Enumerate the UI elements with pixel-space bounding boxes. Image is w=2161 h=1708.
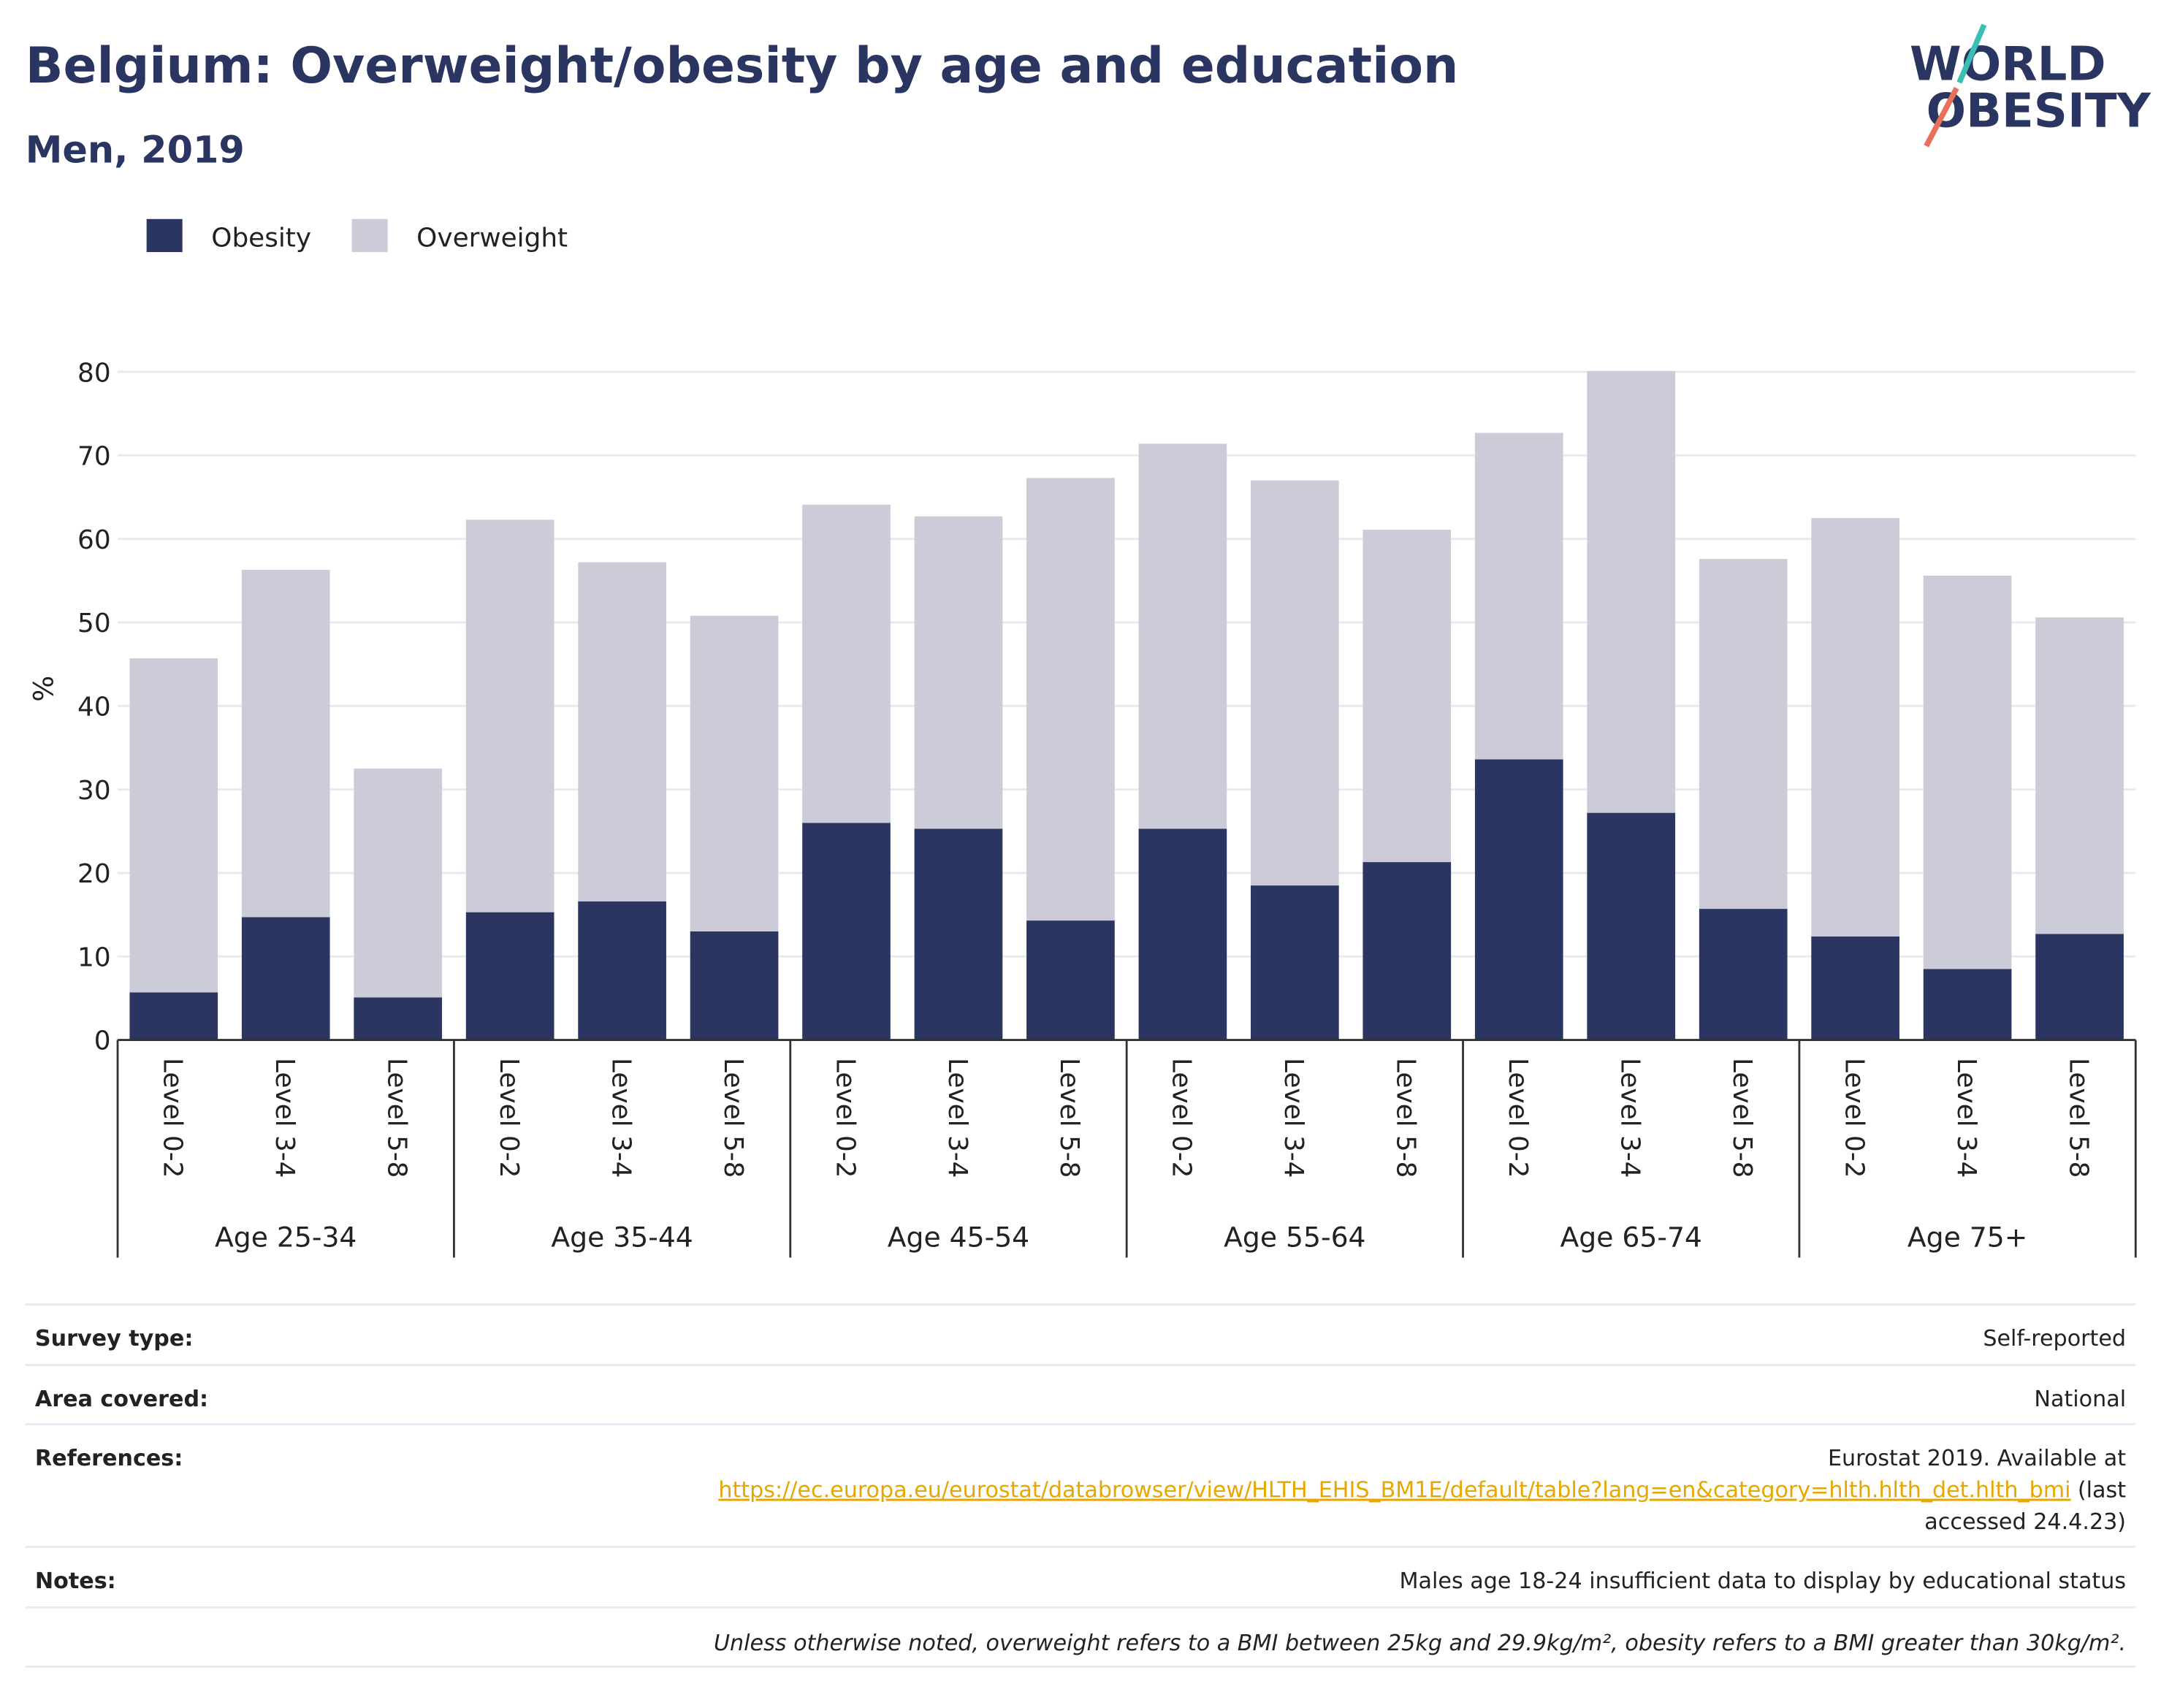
row-value: Self-reported [1983,1326,2126,1351]
bar-segment [1026,920,1115,1040]
bar-segment [690,615,779,931]
bar-segment [1811,518,1899,937]
group-label: Age 25-34 [215,1221,357,1253]
x-tick-label: Level 5-8 [2063,1058,2093,1178]
bar-segment [802,823,891,1040]
x-tick-label: Level 5-8 [1391,1058,1421,1178]
row-value: accessed 24.4.23) [1924,1509,2126,1535]
x-tick-label: Level 3-4 [1615,1058,1645,1178]
legend-swatch [351,218,388,253]
x-tick-label: Level 3-4 [1278,1058,1308,1178]
logo-stroke [1956,23,1987,84]
bar-segment [1474,432,1563,760]
legend-swatch [146,218,183,253]
legend-label: Obesity [211,224,311,253]
logo-text: WORLD [1910,37,2106,91]
x-tick-label: Level 5-8 [718,1058,748,1178]
bar-segment [1699,559,1788,910]
chart-subtitle: Men, 2019 [26,129,245,172]
bar-segment [1587,812,1676,1040]
x-tick-label: Level 5-8 [381,1058,411,1178]
logo: WORLD OBESITY [1910,23,2152,148]
bar-segment [2035,617,2124,934]
bar-segment [914,516,1003,829]
bar-segment [1362,862,1452,1040]
bar-segment [1923,575,2012,969]
row-label: Survey type: [35,1326,193,1351]
y-tick-label: 40 [77,693,111,723]
group-label: Age 65-74 [1560,1221,1702,1253]
bar-segment [354,997,443,1040]
x-tick-label: Level 0-2 [1503,1058,1533,1178]
bar-segment [1923,969,2012,1040]
bar-segment [1138,443,1227,829]
bar-segment [241,917,330,1040]
bar-segment [690,931,779,1040]
y-tick-label: 20 [77,859,111,889]
row-label: Notes: [35,1568,116,1594]
y-tick-label: 10 [77,942,111,972]
bar-segment [354,769,443,998]
y-tick-label: 60 [77,525,111,555]
bar-segment [1138,828,1227,1040]
row-value: Males age 18-24 insufficient data to dis… [1400,1568,2127,1594]
x-tick-label: Level 5-8 [1727,1058,1757,1178]
row-value: National [2034,1387,2126,1412]
bar-segment [914,828,1003,1040]
bar-segment [578,901,666,1040]
bar-segment [802,504,891,823]
row-value: Eurostat 2019. Available at [1828,1446,2126,1471]
logo-text: OBESITY [1926,84,2152,138]
row-value: Unless otherwise noted, overweight refer… [714,1631,2126,1656]
bar-segment [578,562,666,901]
x-tick-label: Level 0-2 [1167,1058,1197,1178]
y-tick-label: 30 [77,776,111,806]
x-tick-label: Level 5-8 [1054,1058,1084,1178]
x-tick-label: Level 3-4 [270,1058,300,1178]
bar-segment [1474,759,1563,1040]
bar-segment [465,912,554,1040]
bar-segment [1026,478,1115,921]
reference-link[interactable]: https://ec.europa.eu/eurostat/databrowse… [718,1478,2070,1503]
x-tick-label: Level 0-2 [494,1058,524,1178]
logo-stroke [1924,86,1959,148]
y-tick-label: 0 [94,1026,111,1056]
bar-segment [1811,936,1899,1040]
group-label: Age 55-64 [1224,1221,1365,1253]
bar-segment [241,569,330,918]
bar-segment [1699,909,1788,1040]
group-label: Age 75+ [1907,1221,2027,1253]
legend-label: Overweight [416,224,568,253]
y-axis-label: % [27,676,59,702]
row-label: References: [35,1446,183,1471]
bar-segment [465,519,554,912]
x-tick-label: Level 0-2 [1839,1058,1869,1178]
row-value: (last [2078,1478,2126,1503]
x-tick-label: Level 0-2 [158,1058,188,1178]
y-tick-label: 50 [77,609,111,638]
x-tick-label: Level 3-4 [1951,1058,1981,1178]
bar-segment [1587,370,1676,813]
bar-segment [1362,530,1452,863]
group-label: Age 45-54 [888,1221,1029,1253]
bar-segment [2035,934,2124,1040]
x-tick-label: Level 3-4 [606,1058,636,1178]
group-label: Age 35-44 [551,1221,693,1253]
y-tick-label: 80 [77,358,111,388]
bar-segment [129,658,218,993]
x-tick-label: Level 0-2 [830,1058,860,1178]
x-tick-label: Level 3-4 [942,1058,972,1178]
bar-segment [1251,885,1339,1040]
bar-segment [129,992,218,1040]
chart-title: Belgium: Overweight/obesity by age and e… [26,37,1459,95]
row-label: Area covered: [35,1387,208,1412]
bar-segment [1251,480,1339,886]
y-tick-label: 70 [77,442,111,472]
